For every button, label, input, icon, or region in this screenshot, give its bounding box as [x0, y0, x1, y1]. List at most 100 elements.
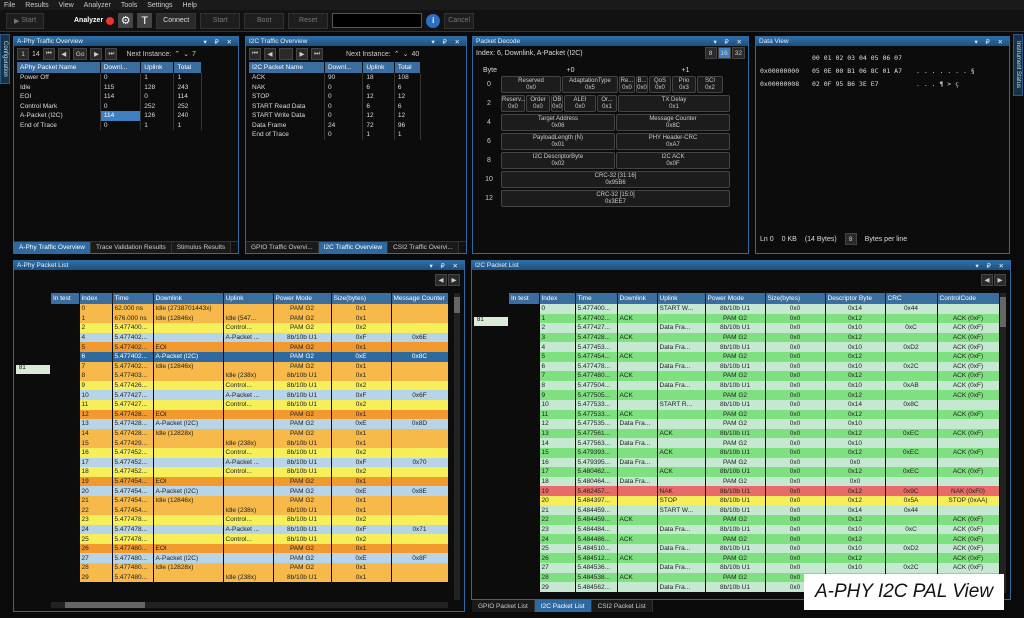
column-header[interactable]: Index	[539, 293, 576, 304]
hex-bytes[interactable]: 02 0F 95 B6 3E E7	[812, 80, 879, 88]
table-row[interactable]: STOP 0 12 12	[249, 92, 422, 102]
table-row[interactable]: 10 5.477533... START R... 8b/10b U1 0x0 0x14 0…	[509, 399, 999, 410]
table-row[interactable]: 17 5.480462... ACK 8b/10b U1 0x0 0x12 0xEC ACK …	[509, 467, 999, 477]
table-row[interactable]: 18 5.477452... Control... 8b/10b U1 0x2	[51, 467, 448, 477]
table-row[interactable]: 18 5.480464... Data Fra... PAM G2 0x0 0x0	[509, 476, 999, 487]
start-capture-button[interactable]: Start	[200, 12, 241, 29]
column-header[interactable]: Downlink	[617, 293, 658, 304]
decode-field[interactable]: Prio 0x3	[672, 76, 696, 93]
column-header[interactable]: CRC	[885, 293, 938, 304]
table-row[interactable]: 22 5.477454... Idle (238x) 8b/10b U1 0x1	[51, 505, 448, 516]
table-row[interactable]: 15 5.479393... ACK 8b/10b U1 0x0 0x12 0xEC ACK …	[509, 447, 999, 458]
panel-tab[interactable]: GPIO Traffic Overvi...	[246, 242, 319, 253]
prev-icon[interactable]: ◀	[57, 48, 70, 60]
column-header[interactable]: ControlCode	[937, 293, 999, 304]
go-button[interactable]	[279, 48, 293, 60]
decode-field[interactable]: I2C ACK 0x0F	[616, 152, 730, 169]
menu-item[interactable]: Tools	[120, 1, 138, 9]
table-row[interactable]: 19 5.477454... EOI PAM G2 0x1	[51, 476, 448, 487]
table-row[interactable]: 20 5.477454... A-Packet (I2C) PAM G2 0xE 0x8E	[51, 486, 448, 496]
panel-controls[interactable]: ▾ ₽ ✕	[429, 262, 461, 270]
decode-field[interactable]: B... 0x0	[636, 76, 648, 93]
decode-field[interactable]: Message Counter 0x8C	[616, 114, 730, 131]
panel-tab[interactable]: I2C Packet List	[534, 600, 592, 612]
table-row[interactable]: 20 5.484397... STOP 8b/10b U1 0x0 0x12 0x5A STO…	[509, 495, 999, 506]
go-button[interactable]: Go	[72, 48, 88, 60]
gear-icon[interactable]: ⚙	[118, 13, 134, 28]
info-icon[interactable]: i	[426, 13, 441, 28]
decode-field[interactable]: TX Delay 0x1	[618, 95, 730, 112]
menu-item[interactable]: Help	[182, 1, 197, 9]
decode-field[interactable]: PayloadLength (N) 0x01	[501, 133, 615, 150]
table-row[interactable]: Idle 115 128 243	[17, 82, 202, 92]
table-row[interactable]: 4 5.477402... A-Packet ... 8b/10b U1 0xF 0x6E	[51, 332, 448, 343]
decode-field[interactable]: Reserved 0x0	[501, 76, 561, 93]
prev-icon[interactable]: ◀	[264, 48, 276, 60]
last-icon[interactable]: ⏭	[105, 48, 118, 60]
table-row[interactable]: ACK 90 18 108	[249, 73, 422, 83]
column-header[interactable]: Downlink	[153, 293, 224, 304]
column-header[interactable]: Downl...	[100, 62, 142, 73]
table-row[interactable]: 16 5.477452... Control... 8b/10b U1 0x2	[51, 447, 448, 458]
column-header[interactable]: Uplink	[362, 62, 395, 73]
connect-button[interactable]: Connect	[156, 12, 197, 29]
record-icon[interactable]	[106, 16, 115, 25]
decode-field[interactable]: Reserv... 0x0	[501, 95, 526, 112]
table-row[interactable]: 12 5.477428... EOI PAM G2 0x1	[51, 409, 448, 420]
table-row[interactable]: A-Packet (I2C) 114 126 240	[17, 111, 202, 121]
column-header[interactable]: Descriptor Byte	[825, 293, 886, 304]
decode-field[interactable]: AdaptationType 0x5	[562, 76, 618, 93]
down-icon[interactable]: ⌄	[183, 51, 189, 58]
table-row[interactable]: 26 5.484512... ACK PAM G2 0x0 0x12 ACK (0xF)	[509, 553, 999, 564]
column-header[interactable]: Power Mode	[273, 293, 332, 304]
table-row[interactable]: 27 5.484536... Data Fra... 8b/10b U1 0x0 0x10…	[509, 563, 999, 573]
column-header[interactable]: Time	[575, 293, 618, 304]
command-input[interactable]	[332, 13, 423, 28]
panel-controls[interactable]: ▾ ₽ ✕	[974, 38, 1006, 46]
table-row[interactable]: 25 5.484510... Data Fra... 8b/10b U1 0x0 0x10…	[509, 543, 999, 554]
table-row[interactable]: 5 5.477402... EOI PAM G2 0x1	[51, 342, 448, 352]
column-header[interactable]: Size(bytes)	[765, 293, 826, 304]
table-row[interactable]: 10 5.477427... A-Packet ... 8b/10b U1 0xF 0x6…	[51, 390, 448, 400]
panel-tab[interactable]: I2C Traffic Overview	[318, 242, 389, 253]
decode-field[interactable]: SCI 0x2	[697, 76, 723, 93]
column-header[interactable]: Size(bytes)	[331, 293, 392, 304]
column-header[interactable]: Uplink	[140, 62, 175, 73]
instrument-status-side-tab[interactable]: Instrument Status	[1013, 34, 1023, 96]
column-header[interactable]: Total	[394, 62, 422, 73]
width-8-button[interactable]: 8	[704, 47, 717, 59]
reset-button[interactable]: Reset	[288, 12, 329, 29]
decode-field[interactable]: CRC-32 [31:16] 0x95B6	[501, 171, 730, 188]
column-header[interactable]: Uplink	[657, 293, 706, 304]
width-32-button[interactable]: 32	[731, 47, 745, 59]
decode-field[interactable]: CRC-32 [15:0] 0x3EE7	[501, 190, 730, 207]
cancel-button[interactable]: Cancel	[444, 12, 475, 29]
trigger-icon[interactable]: T	[137, 13, 153, 28]
panel-controls[interactable]: ▾ ₽ ✕	[431, 38, 463, 46]
next-icon[interactable]: ▶	[90, 48, 103, 60]
vertical-scrollbar[interactable]	[1000, 293, 1006, 593]
table-row[interactable]: 23 5.484484... Data Fra... 8b/10b U1 0x0 0x10…	[509, 524, 999, 535]
horizontal-scrollbar[interactable]	[51, 602, 448, 608]
table-row[interactable]: 8 5.477403... Idle (238x) 8b/10b U1 0x1	[51, 371, 448, 381]
decode-field[interactable]: Target Address 0x06	[501, 114, 615, 131]
decode-field[interactable]: QoS 0x0	[649, 76, 671, 93]
table-row[interactable]: 7 5.477402... Idle (12846x) PAM G2 0x1	[51, 361, 448, 372]
column-header[interactable]: In test	[509, 293, 540, 304]
column-header[interactable]: APhy Packet Name	[17, 62, 101, 73]
table-row[interactable]: 1 5.477402... ACK PAM G2 0x0 0x12 ACK (0xF)	[509, 313, 999, 324]
decode-field[interactable]: I2C DescriptorByte 0x02	[501, 152, 615, 169]
scroll-left-icon[interactable]: ◀	[435, 274, 447, 286]
decode-field[interactable]: PHY Header-CRC 0xA7	[616, 133, 730, 150]
menu-item[interactable]: Results	[25, 1, 49, 9]
table-row[interactable]: Power Off 0 1 1	[17, 73, 202, 83]
column-header[interactable]: Time	[112, 293, 154, 304]
table-row[interactable]: 2 5.477427... Data Fra... 8b/10b U1 0x0 0x10 0…	[509, 323, 999, 333]
hex-bytes[interactable]: 05 0E 00 B1 06 8C 01 A7	[812, 67, 903, 75]
table-row[interactable]: 1 676.000 ns Idle (12846x) Idle (547... PAM …	[51, 313, 448, 324]
panel-tab[interactable]: CSI2 Traffic Overvi...	[388, 242, 459, 253]
panel-tab[interactable]: Trace Validation Results	[90, 242, 172, 253]
table-row[interactable]: EOI 114 0 114	[17, 92, 202, 102]
scroll-right-icon[interactable]: ▶	[994, 274, 1006, 286]
panel-controls[interactable]: ▾ ₽ ✕	[203, 38, 235, 46]
